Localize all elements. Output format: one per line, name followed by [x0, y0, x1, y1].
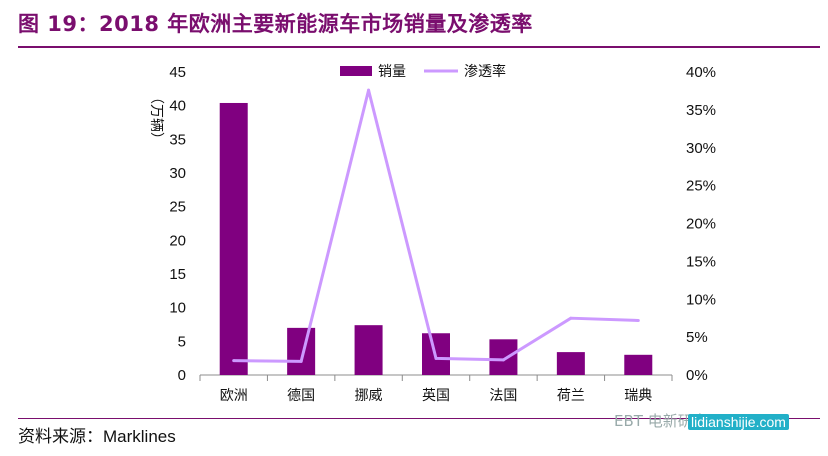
footer-rule	[18, 418, 820, 419]
y2-tick-label: 40%	[686, 64, 716, 81]
y-tick-label: 15	[169, 266, 186, 283]
y2-tick-label: 30%	[686, 140, 716, 157]
figure-title: 图 19：2018 年欧洲主要新能源车市场销量及渗透率	[18, 12, 533, 36]
line-point-3	[434, 356, 438, 360]
penetration-line	[233, 88, 639, 363]
line-point-0	[232, 359, 236, 363]
y-tick-label: 45	[169, 64, 186, 81]
y-tick-label: 40	[169, 98, 186, 115]
x-tick-label: 德国	[287, 387, 315, 403]
x-tick-label: 法国	[489, 387, 517, 403]
x-tick-label: 瑞典	[624, 387, 652, 403]
y2-tick-label: 20%	[686, 216, 716, 233]
line-point-4	[501, 358, 505, 362]
y2-tick-label: 15%	[686, 253, 716, 270]
y-tick-label: 10	[169, 300, 186, 317]
y-tick-label: 5	[178, 333, 186, 350]
y-tick-label: 30	[169, 165, 186, 182]
watermark: EBT 电新研究	[614, 412, 708, 430]
y-tick-label: 20	[169, 232, 186, 249]
y-axis-label: （万辆）	[149, 90, 165, 146]
bar-6	[624, 354, 653, 375]
bar-1	[287, 327, 316, 375]
bar-0	[219, 102, 248, 376]
legend-label-bar: 销量	[378, 63, 406, 79]
x-tick-label: 英国	[422, 387, 450, 403]
y2-tick-label: 10%	[686, 291, 716, 308]
source-note: 资料来源：Marklines	[18, 427, 176, 446]
y-tick-label: 35	[169, 131, 186, 148]
bar-2	[354, 325, 383, 375]
x-tick-label: 荷兰	[557, 387, 585, 403]
title-rule	[18, 46, 820, 48]
legend-swatch-bar	[340, 66, 372, 76]
bar-5	[556, 352, 585, 375]
y2-tick-label: 0%	[686, 367, 708, 384]
y2-tick-label: 25%	[686, 178, 716, 195]
line-point-5	[569, 316, 573, 320]
y2-tick-label: 35%	[686, 102, 716, 119]
legend-label-line: 渗透率	[464, 63, 506, 79]
line-point-6	[636, 318, 640, 322]
line-point-2	[367, 88, 371, 92]
x-tick-label: 欧洲	[220, 387, 248, 403]
line-point-1	[299, 359, 303, 363]
y2-tick-label: 5%	[686, 329, 708, 346]
x-tick-label: 挪威	[355, 387, 383, 403]
y-tick-label: 0	[178, 367, 186, 384]
watermark-site: lidianshijie.com	[688, 414, 789, 430]
y-tick-label: 25	[169, 199, 186, 216]
bar-4	[489, 339, 518, 375]
